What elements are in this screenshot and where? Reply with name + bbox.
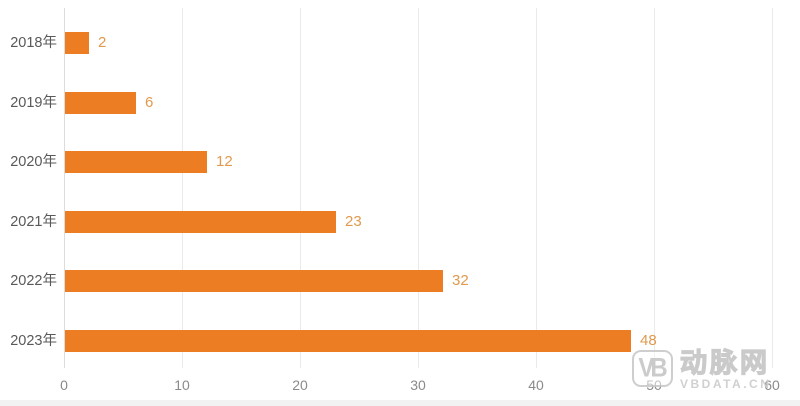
category-label: 2018年: [10, 35, 57, 51]
watermark-text: 动脉网 VBDATA.CN: [679, 348, 772, 391]
gridline-x-40: [536, 8, 537, 368]
category-label: 2019年: [10, 94, 57, 111]
bar: [65, 32, 89, 54]
bar: [65, 329, 631, 352]
gridline-x-50: [654, 8, 655, 368]
gridline-x-10: [182, 8, 183, 368]
value-label: 2: [98, 34, 107, 51]
category-label: 2020年: [10, 154, 57, 170]
x-tick-label-0: 0: [60, 377, 68, 393]
bar: [65, 151, 207, 173]
value-label: 23: [345, 212, 362, 230]
bottom-edge-strip: [0, 400, 800, 406]
watermark-logo: VB 动脉网 VBDATA.CN: [632, 348, 772, 391]
bar: [65, 270, 443, 292]
x-tick-label-60: 60: [764, 377, 780, 393]
x-tick-label-30: 30: [410, 377, 426, 393]
watermark-brand-cn: 动脉网: [679, 348, 770, 378]
gridline-x-30: [418, 8, 419, 368]
gridline-x-0: [64, 8, 65, 368]
category-label: 2023年: [10, 332, 57, 349]
bar: [65, 91, 136, 114]
x-tick-label-40: 40: [528, 377, 544, 393]
category-label: 2021年: [10, 213, 57, 230]
x-tick-label-20: 20: [292, 377, 308, 393]
x-tick-label-10: 10: [174, 377, 190, 393]
value-label: 12: [216, 153, 233, 170]
vb-logo-text: VB: [638, 353, 667, 383]
bar: [65, 210, 336, 233]
vb-logo-icon: VB: [632, 350, 673, 387]
gridline-x-20: [300, 8, 301, 368]
value-label: 6: [145, 93, 154, 111]
watermark-brand-en: VBDATA.CN: [680, 377, 772, 391]
gridline-x-60: [772, 8, 773, 368]
category-label: 2022年: [10, 273, 57, 289]
value-label: 48: [640, 331, 657, 349]
value-label: 32: [452, 272, 469, 289]
